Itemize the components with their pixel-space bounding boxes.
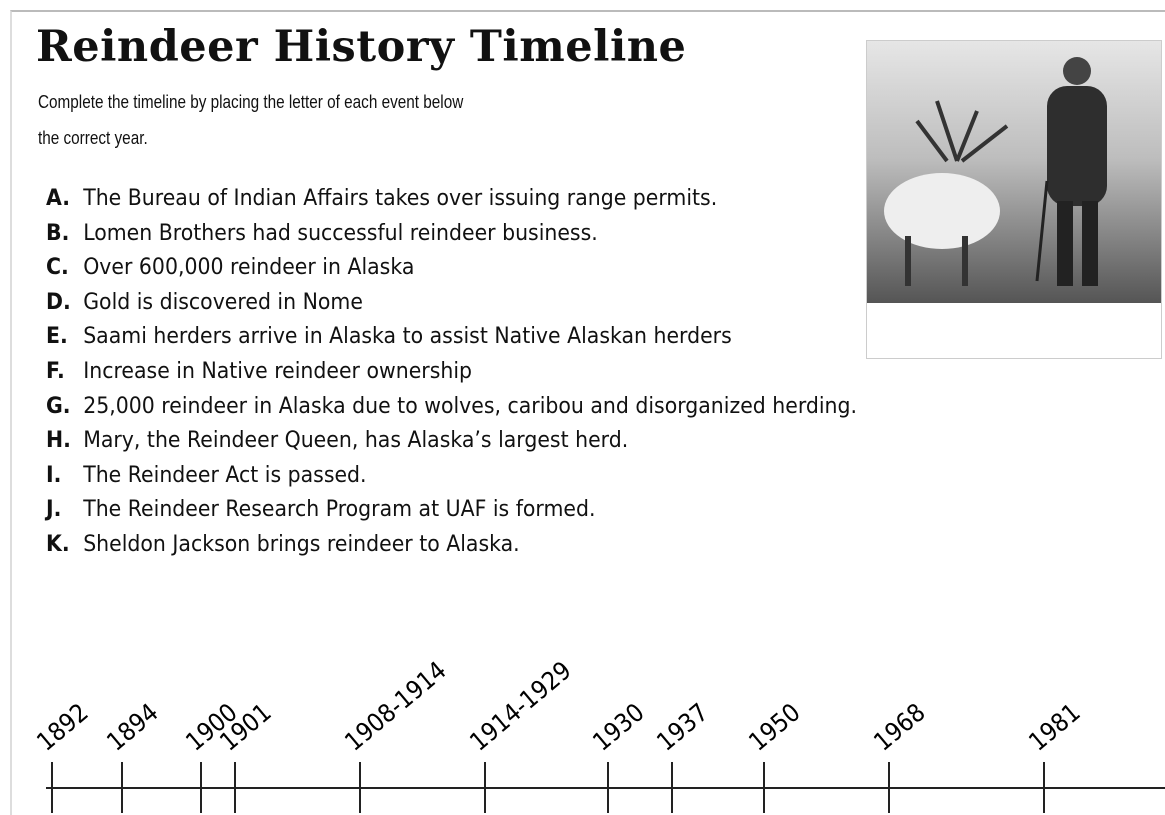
timeline-year: 1950: [743, 698, 805, 757]
photo-image: [867, 41, 1161, 358]
event: G.25,000 reindeer in Alaska due to wolve…: [46, 394, 857, 419]
event: F.Increase in Native reindeer ownership: [46, 359, 472, 384]
title: Reindeer History Timeline: [36, 22, 686, 72]
event-letter: J.: [46, 497, 83, 522]
page: Reindeer History Timeline Complete the t…: [0, 0, 1165, 813]
event-text: Lomen Brothers had successful reindeer b…: [83, 221, 598, 246]
timeline-year: 1892: [31, 698, 93, 757]
photo: [866, 40, 1162, 359]
timeline-year: 1981: [1023, 698, 1085, 757]
event-text: Mary, the Reindeer Queen, has Alaska’s l…: [83, 428, 628, 453]
event-letter: B.: [46, 221, 83, 246]
event: E.Saami herders arrive in Alaska to assi…: [46, 324, 732, 349]
event-text: Saami herders arrive in Alaska to assist…: [83, 324, 732, 349]
timeline-year: 1937: [651, 698, 713, 757]
event: I.The Reindeer Act is passed.: [46, 463, 367, 488]
event-text: Gold is discovered in Nome: [83, 290, 363, 315]
event-text: The Reindeer Research Program at UAF is …: [83, 497, 595, 522]
event-text: Over 600,000 reindeer in Alaska: [83, 255, 414, 280]
event-letter: H.: [46, 428, 83, 453]
event-letter: C.: [46, 255, 83, 280]
event: K.Sheldon Jackson brings reindeer to Ala…: [46, 532, 520, 557]
event-letter: D.: [46, 290, 83, 315]
timeline-year: 1930: [587, 698, 649, 757]
event-text: The Reindeer Act is passed.: [83, 463, 366, 488]
event: H.Mary, the Reindeer Queen, has Alaska’s…: [46, 428, 628, 453]
event: C.Over 600,000 reindeer in Alaska: [46, 255, 414, 280]
instructions: Complete the timeline by placing the let…: [38, 92, 463, 113]
event: B.Lomen Brothers had successful reindeer…: [46, 221, 598, 246]
event-letter: A.: [46, 186, 83, 211]
event-text: The Bureau of Indian Affairs takes over …: [83, 186, 717, 211]
event-letter: G.: [46, 394, 83, 419]
timeline-year: 1894: [101, 698, 163, 757]
event-text: 25,000 reindeer in Alaska due to wolves,…: [83, 394, 857, 419]
event-text: Sheldon Jackson brings reindeer to Alask…: [83, 532, 519, 557]
event: A.The Bureau of Indian Affairs takes ove…: [46, 186, 717, 211]
event-letter: I.: [46, 463, 83, 488]
event: J.The Reindeer Research Program at UAF i…: [46, 497, 595, 522]
event-letter: F.: [46, 359, 83, 384]
instructions: the correct year.: [38, 128, 148, 149]
timeline-year: 1908-1914: [339, 656, 452, 757]
timeline-year: 1968: [868, 698, 930, 757]
event-text: Increase in Native reindeer ownership: [83, 359, 472, 384]
event-letter: K.: [46, 532, 83, 557]
event: D.Gold is discovered in Nome: [46, 290, 363, 315]
event-letter: E.: [46, 324, 83, 349]
timeline-year: 1914-1929: [464, 656, 577, 757]
